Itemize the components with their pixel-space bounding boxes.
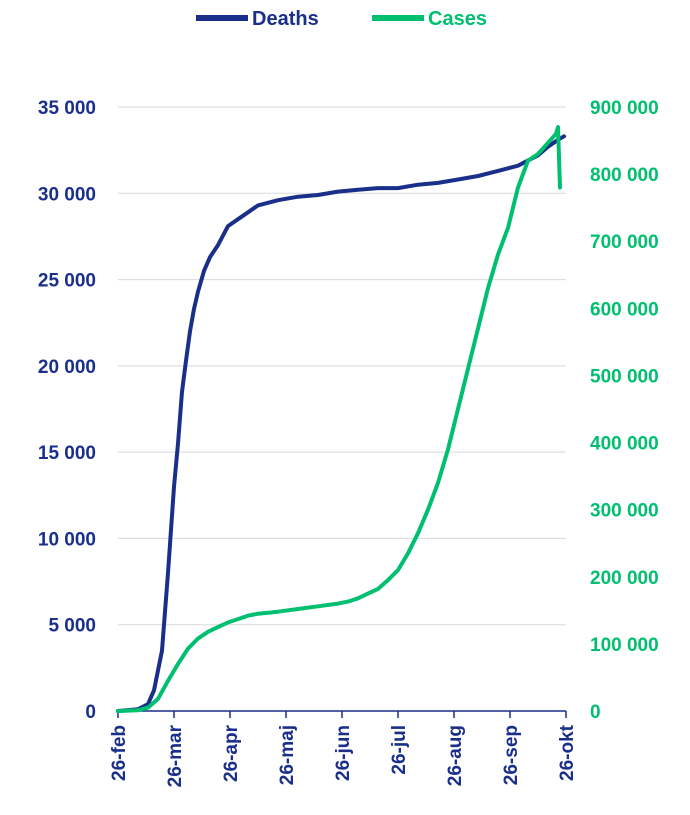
- left-tick-label: 0: [85, 702, 96, 723]
- left-tick-label: 20 000: [38, 357, 96, 378]
- left-tick-label: 30 000: [38, 184, 96, 205]
- x-tick-label: 26-apr: [221, 724, 242, 782]
- right-tick-label: 900 000: [590, 98, 659, 119]
- legend-cases-label: Cases: [428, 8, 487, 30]
- gridlines: [118, 106, 566, 626]
- x-tick-label: 26-jun: [333, 725, 354, 781]
- right-tick-label: 500 000: [590, 366, 659, 387]
- right-tick-label: 400 000: [590, 434, 659, 455]
- x-tick-label: 26-mar: [165, 724, 186, 787]
- left-tick-label: 5 000: [48, 616, 96, 637]
- left-tick-label: 15 000: [38, 443, 96, 464]
- x-tick-label: 26-jul: [389, 725, 410, 775]
- x-tick-label: 26-okt: [557, 724, 578, 781]
- right-tick-label: 100 000: [590, 635, 659, 656]
- x-tick-label: 26-sep: [501, 725, 522, 785]
- x-tick-label: 26-maj: [277, 725, 298, 785]
- legend: Deaths Cases: [196, 8, 487, 30]
- right-tick-label: 700 000: [590, 232, 659, 253]
- left-tick-label: 10 000: [38, 529, 96, 550]
- right-tick-label: 800 000: [590, 165, 659, 186]
- right-tick-label: 600 000: [590, 299, 659, 320]
- legend-deaths-label: Deaths: [252, 8, 319, 30]
- x-axis: 26-feb 26-mar 26-apr 26-maj 26-jun 26-jul 26-a…: [109, 710, 578, 787]
- right-tick-label: 300 000: [590, 501, 659, 522]
- left-tick-label: 35 000: [38, 98, 96, 119]
- x-tick-label: 26-aug: [445, 725, 466, 786]
- series-group: [116, 125, 566, 713]
- deaths-line: [116, 134, 566, 713]
- right-tick-label: 0: [590, 702, 601, 723]
- x-tick-label: 26-feb: [109, 725, 130, 781]
- left-tick-label: 25 000: [38, 271, 96, 292]
- right-y-axis: 0 100 000 200 000 300 000 400 000 500 000 600 …: [590, 98, 659, 723]
- cases-line: [116, 125, 562, 713]
- right-tick-label: 200 000: [590, 568, 659, 589]
- left-y-axis: 0 5 000 10 000 15 000 20 000 25 000 30 000 35 0…: [38, 98, 96, 723]
